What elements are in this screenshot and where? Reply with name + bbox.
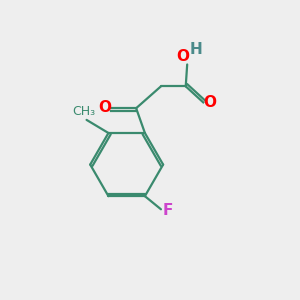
Text: F: F [162,203,172,218]
Text: CH₃: CH₃ [72,105,95,118]
Text: O: O [203,95,216,110]
Text: O: O [176,49,189,64]
Text: O: O [98,100,111,115]
Text: H: H [190,42,202,57]
